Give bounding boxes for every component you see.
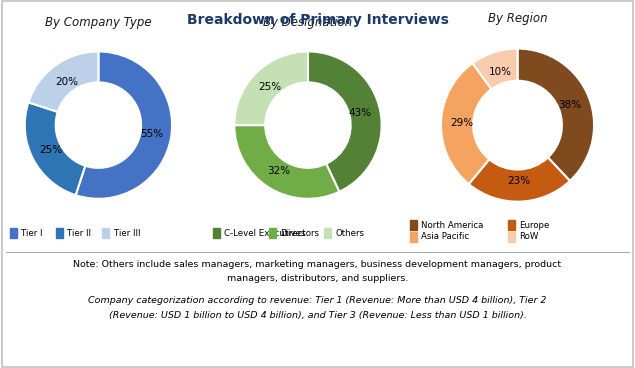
Text: Others: Others <box>336 229 365 238</box>
Text: 25%: 25% <box>39 145 62 155</box>
Title: By Designation: By Designation <box>264 16 352 29</box>
Wedge shape <box>234 52 308 125</box>
Text: Tier II: Tier II <box>67 229 91 238</box>
Text: Company categorization according to revenue: Tier 1 (Revenue: More than USD 4 bi: Company categorization according to reve… <box>88 296 547 305</box>
Title: By Company Type: By Company Type <box>45 16 152 29</box>
Text: 32%: 32% <box>267 166 291 176</box>
Text: Europe: Europe <box>519 221 550 230</box>
Text: Tier III: Tier III <box>114 229 140 238</box>
Wedge shape <box>76 52 172 199</box>
Text: C-Level Executives: C-Level Executives <box>224 229 305 238</box>
Wedge shape <box>472 49 518 89</box>
Text: North America: North America <box>421 221 483 230</box>
Wedge shape <box>308 52 382 192</box>
Text: Directors: Directors <box>280 229 319 238</box>
Title: By Region: By Region <box>488 13 547 25</box>
Text: 23%: 23% <box>508 176 531 186</box>
Text: 55%: 55% <box>140 128 163 138</box>
Text: 20%: 20% <box>55 77 78 86</box>
Wedge shape <box>234 125 339 199</box>
Wedge shape <box>25 102 85 195</box>
Text: managers, distributors, and suppliers.: managers, distributors, and suppliers. <box>227 274 408 283</box>
Text: 29%: 29% <box>450 118 473 128</box>
Wedge shape <box>29 52 98 112</box>
Wedge shape <box>469 158 570 202</box>
Text: Note: Others include sales managers, marketing managers, business development ma: Note: Others include sales managers, mar… <box>74 260 561 269</box>
Text: 43%: 43% <box>349 109 372 118</box>
Wedge shape <box>518 49 594 181</box>
Wedge shape <box>441 63 491 184</box>
Text: Asia Pacific: Asia Pacific <box>421 233 469 241</box>
Text: Breakdown of Primary Interviews: Breakdown of Primary Interviews <box>187 13 448 27</box>
Text: 25%: 25% <box>258 82 281 92</box>
Text: (Revenue: USD 1 billion to USD 4 billion), and Tier 3 (Revenue: Less than USD 1 : (Revenue: USD 1 billion to USD 4 billion… <box>109 311 526 320</box>
Text: 10%: 10% <box>489 67 512 77</box>
Text: Tier I: Tier I <box>21 229 43 238</box>
Text: 38%: 38% <box>558 100 581 110</box>
Text: RoW: RoW <box>519 233 539 241</box>
